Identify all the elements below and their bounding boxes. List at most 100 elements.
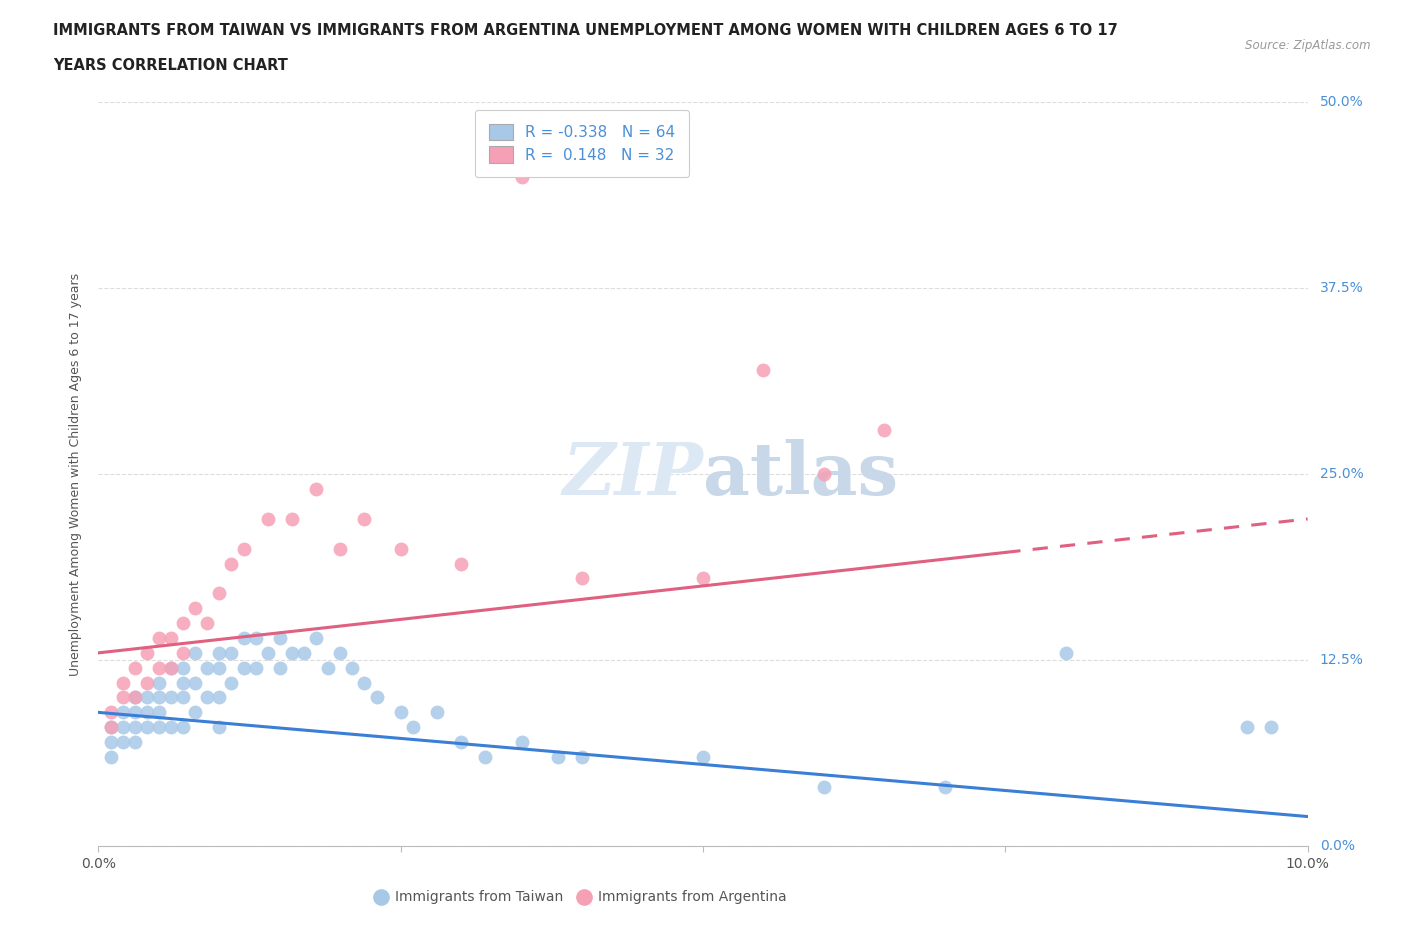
Point (281, 645, 304, 660)
Point (208, 660, 231, 675)
Point (366, 690, 388, 705)
Text: 12.5%: 12.5% (1320, 653, 1364, 668)
Point (124, 660, 146, 675)
Point (160, 720, 183, 735)
Point (221, 556, 243, 571)
Point (148, 705, 170, 720)
Point (100, 705, 122, 720)
Point (195, 660, 218, 675)
Point (172, 720, 194, 735)
Text: ZIP: ZIP (562, 439, 703, 510)
Point (232, 541, 254, 556)
Point (221, 675, 243, 690)
Point (208, 586, 231, 601)
Point (148, 690, 170, 705)
Point (111, 690, 134, 705)
Point (160, 690, 183, 705)
Point (148, 631, 170, 645)
Point (692, 750, 714, 764)
Point (100, 750, 122, 764)
Point (269, 631, 291, 645)
Text: 50.0%: 50.0% (1320, 95, 1364, 110)
Point (160, 660, 183, 675)
Point (172, 690, 194, 705)
Point (148, 675, 170, 690)
Point (208, 645, 231, 660)
Point (195, 616, 218, 631)
Point (1054, 645, 1077, 660)
Point (245, 631, 267, 645)
Point (329, 645, 352, 660)
Point (305, 631, 328, 645)
Point (474, 750, 496, 764)
Text: IMMIGRANTS FROM TAIWAN VS IMMIGRANTS FROM ARGENTINA UNEMPLOYMENT AMONG WOMEN WIT: IMMIGRANTS FROM TAIWAN VS IMMIGRANTS FRO… (53, 23, 1118, 38)
Point (135, 705, 157, 720)
Point (111, 705, 134, 720)
Point (135, 675, 157, 690)
Point (292, 645, 315, 660)
Point (547, 750, 569, 764)
Point (195, 690, 218, 705)
Point (100, 720, 122, 735)
Point (934, 779, 956, 794)
Point (184, 645, 207, 660)
Legend: Immigrants from Taiwan, Immigrants from Argentina: Immigrants from Taiwan, Immigrants from … (371, 885, 793, 910)
Point (813, 779, 835, 794)
Text: 0.0%: 0.0% (1320, 839, 1354, 854)
Point (208, 690, 231, 705)
Point (111, 735, 134, 750)
Point (256, 645, 278, 660)
Point (269, 660, 291, 675)
Point (221, 645, 243, 660)
Point (160, 660, 183, 675)
Point (256, 512, 278, 526)
Point (124, 720, 146, 735)
Point (172, 675, 194, 690)
Point (232, 660, 254, 675)
Point (813, 467, 835, 482)
Point (124, 690, 146, 705)
Point (389, 705, 412, 720)
Point (148, 720, 170, 735)
Point (172, 645, 194, 660)
Text: YEARS CORRELATION CHART: YEARS CORRELATION CHART (53, 58, 288, 73)
Point (100, 720, 122, 735)
Point (281, 512, 304, 526)
Point (450, 735, 472, 750)
Point (135, 645, 157, 660)
Text: Source: ZipAtlas.com: Source: ZipAtlas.com (1246, 39, 1371, 52)
Point (1236, 720, 1258, 735)
Point (232, 631, 254, 645)
Point (329, 541, 352, 556)
Point (402, 720, 425, 735)
Point (135, 720, 157, 735)
Point (135, 690, 157, 705)
Point (1260, 720, 1282, 735)
Point (389, 541, 412, 556)
Point (316, 660, 339, 675)
Point (342, 660, 364, 675)
Point (426, 705, 449, 720)
Point (510, 169, 533, 184)
Point (160, 631, 183, 645)
Text: 25.0%: 25.0% (1320, 467, 1364, 482)
Point (184, 675, 207, 690)
Point (873, 422, 896, 437)
Point (124, 690, 146, 705)
Point (172, 660, 194, 675)
Text: 37.5%: 37.5% (1320, 281, 1364, 296)
Point (184, 705, 207, 720)
Point (752, 363, 775, 378)
Point (353, 512, 375, 526)
Point (111, 720, 134, 735)
Point (100, 735, 122, 750)
Point (111, 675, 134, 690)
Point (208, 720, 231, 735)
Point (571, 571, 593, 586)
Point (571, 750, 593, 764)
Point (184, 601, 207, 616)
Text: atlas: atlas (703, 439, 898, 510)
Point (450, 556, 472, 571)
Point (353, 675, 375, 690)
Point (692, 571, 714, 586)
